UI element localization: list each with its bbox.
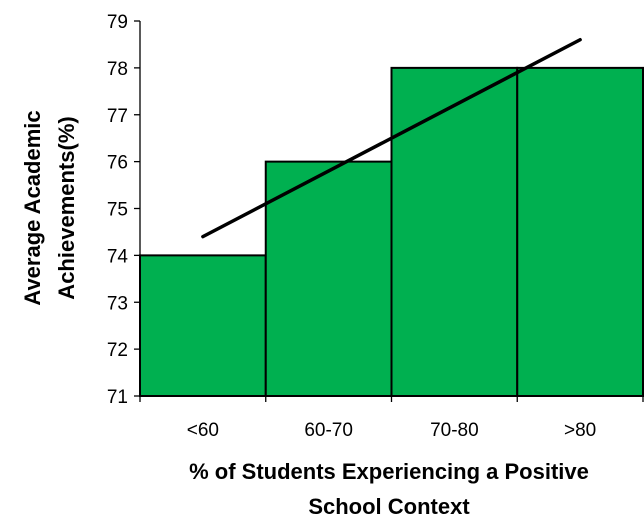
bar-3: [390, 66, 519, 397]
y-axis-title-line-2: Achievements(%): [54, 116, 79, 299]
bar-2: [264, 160, 393, 397]
y-tick-label: 76: [107, 153, 128, 174]
x-tick-label: >80: [564, 420, 596, 441]
bars: [139, 66, 644, 397]
y-axis-title: Average Academic Achievements(%): [20, 110, 79, 305]
y-tick-label: 77: [107, 106, 128, 127]
x-axis-title-line-2: School Context: [308, 494, 470, 519]
y-tick-label: 79: [107, 12, 128, 33]
y-axis-title-line-1: Average Academic: [20, 110, 45, 305]
y-tick-label: 72: [107, 340, 128, 361]
y-tick-label: 73: [107, 293, 128, 314]
y-tick-label: 71: [107, 387, 128, 408]
x-axis-ticks: <60 60-70 70-80 >80: [139, 396, 644, 441]
y-tick-label: 74: [107, 246, 129, 267]
y-tick-label: 75: [107, 200, 128, 221]
trendline: [201, 38, 582, 239]
x-tick-label: 70-80: [430, 420, 479, 441]
bar-1: [139, 254, 267, 397]
y-axis-ticks: 71 72 73 74 75 76 77 78 79: [107, 12, 140, 408]
y-tick-label: 78: [107, 59, 128, 80]
x-axis-title-line-1: % of Students Experiencing a Positive: [189, 459, 589, 484]
x-tick-label: <60: [187, 420, 219, 441]
x-tick-label: 60-70: [304, 420, 353, 441]
bar-4: [516, 66, 644, 397]
